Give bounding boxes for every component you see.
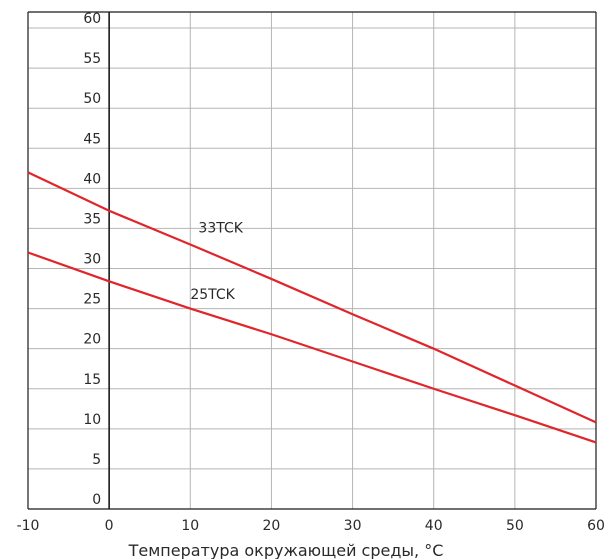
y-tick-label: 45 [83, 131, 101, 147]
series-label-25tck: 25TCK [190, 287, 235, 303]
y-tick-label: 20 [83, 332, 101, 348]
y-tick-label: 60 [83, 11, 101, 27]
x-tick-label: 30 [344, 518, 362, 534]
x-tick-label: 0 [105, 518, 114, 534]
y-tick-label: 35 [83, 211, 101, 227]
y-tick-label: 30 [83, 252, 101, 268]
y-tick-label: 50 [83, 91, 101, 107]
x-tick-label: 60 [587, 518, 605, 534]
x-tick-labels: -10 0 10 20 30 40 50 60 [17, 518, 605, 534]
x-tick-label: -10 [17, 518, 40, 534]
y-tick-labels: 0 5 10 15 20 25 30 35 40 45 50 55 60 [83, 11, 101, 508]
y-tick-label: 55 [83, 51, 101, 67]
x-tick-label: 10 [181, 518, 199, 534]
y-tick-label: 10 [83, 412, 101, 428]
x-tick-label: 50 [506, 518, 524, 534]
x-axis-label: Температура окружающей среды, °C [128, 541, 444, 559]
y-tick-label: 5 [92, 452, 101, 468]
series-label-33tck: 33TCK [198, 220, 243, 236]
y-tick-label: 40 [83, 171, 101, 187]
y-tick-label: 25 [83, 292, 101, 308]
series-lines [27, 171, 597, 444]
x-tick-label: 40 [425, 518, 443, 534]
x-tick-label: 20 [263, 518, 281, 534]
series-labels: 33TCK 25TCK [190, 220, 243, 302]
y-tick-label: 15 [83, 372, 101, 388]
series-line-33tck [27, 171, 597, 424]
series-line-25tck [27, 251, 597, 444]
grid [27, 11, 597, 510]
y-tick-label: 0 [92, 492, 101, 508]
